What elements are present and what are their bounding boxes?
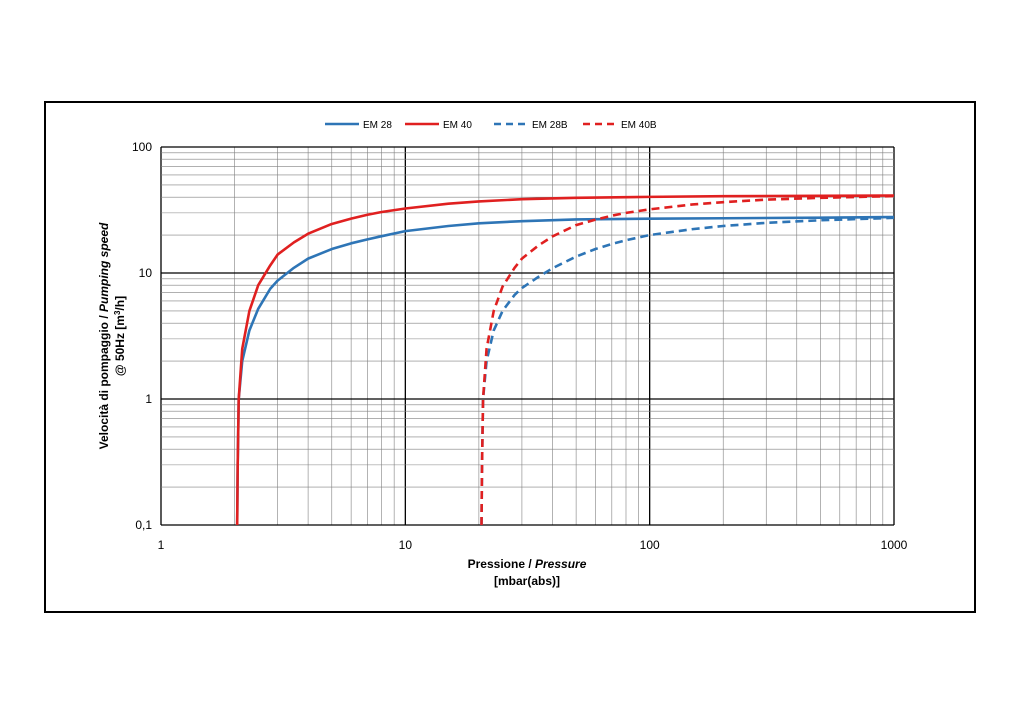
legend-label: EM 40B <box>621 120 657 131</box>
legend: EM 28 EM 40 EM 28B EM 40B <box>325 120 657 131</box>
series-line-em-40 <box>235 194 895 526</box>
x-tick-label: 10 <box>399 538 413 552</box>
legend-label: EM 28 <box>363 120 392 131</box>
y-tick-label: 1 <box>145 392 152 406</box>
x-tick-label: 1 <box>158 538 165 552</box>
x-tick-label: 100 <box>640 538 660 552</box>
x-axis-title: Pressione / Pressure <box>468 557 587 571</box>
legend-label: EM 28B <box>532 120 568 131</box>
y-axis-title: Velocità di pompaggio / Pumping speed <box>97 222 111 449</box>
tick-labels: 1 10 100 1000 0,1 1 10 100 <box>132 140 908 552</box>
y-tick-label: 0,1 <box>135 518 152 532</box>
series-line-em-40b <box>480 194 895 526</box>
legend-label: EM 40 <box>443 120 472 131</box>
y-tick-label: 100 <box>132 140 152 154</box>
series-lines <box>235 194 895 526</box>
x-axis-unit: [mbar(abs)] <box>494 574 560 588</box>
grid <box>160 146 895 526</box>
series-line-em-28 <box>235 215 895 526</box>
series-line-em-28b <box>480 216 895 526</box>
y-tick-label: 10 <box>139 266 153 280</box>
y-axis-unit: @ 50Hz [m3/h] <box>113 296 128 376</box>
x-tick-label: 1000 <box>881 538 908 552</box>
